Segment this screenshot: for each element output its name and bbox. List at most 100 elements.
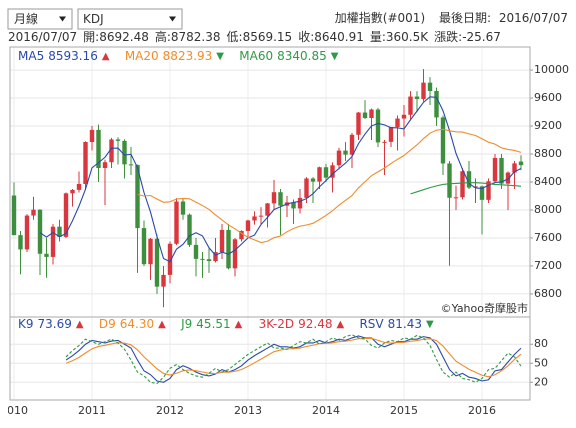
legend-item: MA20 8823.93 ▼ <box>125 49 224 63</box>
quote-value: 8569.15 <box>243 30 293 44</box>
quote-value: 360.5K <box>386 30 429 44</box>
y-tick-label: 9600 <box>534 91 562 104</box>
candle-body <box>479 186 485 200</box>
x-tick-label: 2012 <box>156 404 184 417</box>
legend-item: RSV 81.43 ▼ <box>359 317 434 331</box>
period-select[interactable]: 月線 <box>7 8 73 30</box>
quote-label: 量: <box>370 30 386 44</box>
indicator-select[interactable]: KDJ <box>77 8 183 30</box>
candle-body <box>427 82 433 91</box>
legend-trend: ▼ <box>331 51 339 62</box>
candle-body <box>18 235 23 250</box>
symbol: 加權指數(#001) <box>335 10 425 25</box>
candle-body <box>265 203 270 216</box>
legend-value: 81.43 <box>388 317 422 331</box>
quote-line: 2016/07/07 開:8692.48 高:8782.38 低:8569.15 收:8… <box>8 29 501 44</box>
legend-item: 3K-2D 92.48 ▲ <box>259 317 345 331</box>
candle-body <box>219 229 225 253</box>
candle-body <box>369 109 374 118</box>
legend-trend: ▲ <box>76 319 84 330</box>
candle-body <box>174 201 179 244</box>
candle-body <box>57 226 62 237</box>
select-value[interactable]: 月線 <box>14 11 38 26</box>
candle-body <box>245 220 251 231</box>
candle-body <box>408 96 413 115</box>
candle-body <box>193 244 199 259</box>
candle-body <box>297 197 303 209</box>
legend-value: 73.69 <box>38 317 72 331</box>
candle-body <box>349 134 355 155</box>
legend-value: 8823.93 <box>163 49 213 63</box>
select-value[interactable]: KDJ <box>83 12 104 26</box>
candle-body <box>109 139 114 163</box>
candle-body <box>148 238 153 265</box>
quote-label: 開: <box>83 30 99 44</box>
quote-value: 8782.38 <box>171 30 221 44</box>
candle-body <box>317 167 322 182</box>
quote-value: -25.67 <box>462 30 501 44</box>
candle-body <box>356 112 361 135</box>
y-tick-label: 7200 <box>534 259 562 272</box>
y-tick-label: 8400 <box>534 175 562 188</box>
legend-value: 8593.16 <box>48 49 98 63</box>
candle-body <box>271 192 277 204</box>
x-tick-label: 2011 <box>78 404 106 417</box>
candle-body <box>24 215 30 250</box>
y-tick-label: 7600 <box>534 231 562 244</box>
select-box[interactable] <box>7 8 73 30</box>
x-tick-label: 2010 <box>0 404 28 417</box>
candle-body <box>135 164 140 229</box>
legend-name: J9 <box>180 317 192 331</box>
legend-name: MA60 <box>239 49 273 63</box>
candle-body <box>323 167 329 178</box>
line-series <box>65 335 522 383</box>
select-arrow[interactable] <box>59 16 66 22</box>
y-tick-label: 9200 <box>534 119 562 132</box>
legend-trend: ▲ <box>102 51 110 62</box>
legend-trend: ▲ <box>158 319 166 330</box>
candle-body <box>395 118 400 127</box>
quote-label: 收: <box>298 30 314 44</box>
select-box[interactable] <box>77 8 183 30</box>
x-tick-label: 2014 <box>312 404 340 417</box>
y-tick-label: 10000 <box>534 63 569 76</box>
candle-body <box>70 189 75 194</box>
candle-body <box>492 157 498 182</box>
legend-item: J9 45.51 ▲ <box>180 317 243 331</box>
y-tick-label: 20 <box>534 375 548 388</box>
candle-body <box>167 243 173 275</box>
legend-name: MA5 <box>18 49 44 63</box>
candle-body <box>434 90 439 118</box>
line-series <box>65 337 522 378</box>
candle-body <box>76 183 82 190</box>
last-date: 2016/07/07 <box>499 11 568 25</box>
legend-trend: ▲ <box>235 319 243 330</box>
legend-name: RSV <box>359 317 384 331</box>
candle-body <box>187 214 192 245</box>
candle-body <box>96 129 101 169</box>
candle-body <box>499 157 504 184</box>
y-tick-label: 6800 <box>534 287 562 300</box>
line-series <box>39 96 522 263</box>
x-tick-label: 2016 <box>468 404 496 417</box>
candle-body <box>304 178 309 198</box>
candle-body <box>343 150 348 155</box>
line-series <box>65 334 522 385</box>
line-series <box>137 128 522 244</box>
candle-body <box>154 238 160 287</box>
candle-body <box>115 139 121 141</box>
legend-item: D9 64.30 ▲ <box>99 317 166 331</box>
candle-body <box>440 117 446 164</box>
candle-body <box>414 96 420 100</box>
legend-trend: ▲ <box>336 319 344 330</box>
candle-body <box>232 239 238 269</box>
candle-body <box>291 202 296 209</box>
candle-body <box>330 165 335 178</box>
quote-date: 2016/07/07 <box>8 30 77 44</box>
candle-body <box>11 195 17 236</box>
quote-label: 漲跌: <box>434 29 462 44</box>
candle-body <box>505 172 511 184</box>
select-arrow[interactable] <box>169 16 176 22</box>
